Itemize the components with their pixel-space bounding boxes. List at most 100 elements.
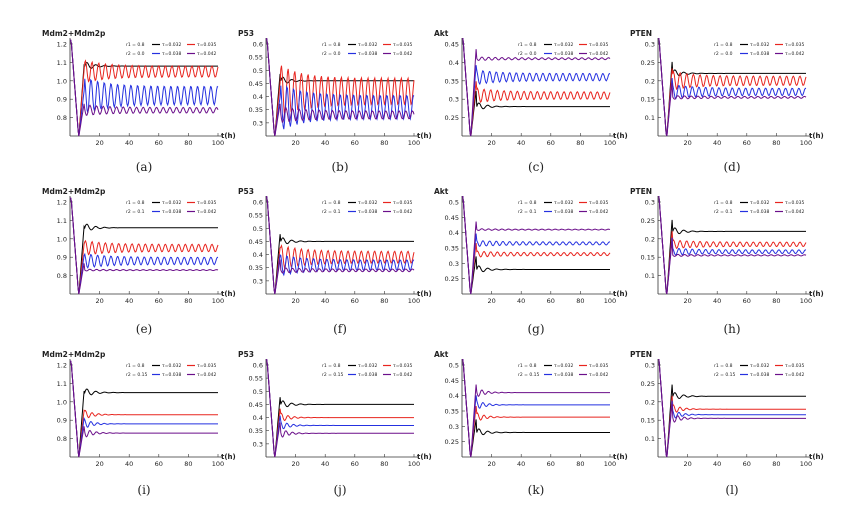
legend-r1: r1 = 0.8: [714, 42, 733, 48]
x-tick-label: 20: [487, 139, 495, 147]
y-axis-label: P53: [238, 187, 254, 196]
legend-entry: τ=0.035: [393, 363, 412, 369]
x-tick-label: 80: [772, 460, 780, 468]
x-axis-label: t(h): [613, 132, 628, 140]
series-line-4: [266, 38, 415, 136]
series-line-2: [658, 38, 807, 136]
legend-entry: τ=0.038: [162, 51, 181, 57]
chart-h: 0.1 0.15 0.2 0.25 0.3 20 40 60 80 100 PTEN t(h) r1 =…: [630, 187, 824, 305]
y-axis-label: PTEN: [630, 350, 652, 359]
y-axis-label: Akt: [434, 187, 449, 196]
y-tick-label: 0.8: [57, 272, 67, 280]
series-line-4: [462, 359, 610, 457]
legend-entry: τ=0.032: [554, 200, 573, 206]
panel-caption: (j): [333, 483, 347, 497]
legend-entry: τ=0.038: [162, 372, 181, 378]
y-axis-label: Akt: [434, 29, 449, 38]
legend-entry: τ=0.042: [197, 372, 216, 378]
series-line-2: [658, 359, 806, 457]
series-line-2: [70, 360, 218, 457]
series-line-2: [70, 197, 219, 294]
chart-e: 0.8 0.9 1.0 1.1 1.2 20 40 60 80 100 Mdm2+Mdm2p t(h)…: [42, 187, 236, 305]
series-line-2: [266, 359, 414, 457]
x-tick-label: 20: [487, 297, 495, 305]
y-tick-label: 0.25: [445, 275, 459, 283]
y-tick-label: 0.8: [57, 114, 67, 122]
y-tick-label: 1.0: [57, 235, 67, 243]
x-tick-label: 40: [517, 460, 525, 468]
y-axis-label: PTEN: [630, 187, 652, 196]
legend-entry: τ=0.038: [358, 372, 377, 378]
x-tick-label: 40: [321, 139, 329, 147]
y-tick-label: 0.25: [445, 114, 459, 122]
series-line-2: [462, 38, 611, 136]
y-tick-label: 0.25: [641, 217, 655, 225]
x-axis-label: t(h): [613, 453, 628, 461]
y-axis-label: Akt: [434, 350, 449, 359]
series-line-2: [658, 196, 807, 294]
legend-entry: τ=0.032: [162, 42, 181, 48]
panel-caption: (b): [331, 160, 349, 174]
series-line-4: [266, 359, 414, 457]
series-line-3: [266, 38, 415, 136]
x-tick-label: 40: [713, 139, 721, 147]
series-line-3: [70, 197, 219, 294]
x-axis-label: t(h): [809, 132, 824, 140]
x-tick-label: 20: [487, 460, 495, 468]
panel-caption: (i): [137, 483, 151, 497]
legend-entry: τ=0.035: [785, 363, 804, 369]
x-tick-label: 60: [155, 139, 163, 147]
y-tick-label: 0.8: [57, 435, 67, 443]
y-tick-label: 0.15: [641, 254, 655, 262]
y-tick-label: 0.25: [641, 59, 655, 67]
legend-r2: r2 = 0.1: [322, 209, 341, 215]
x-tick-label: 60: [351, 139, 359, 147]
y-tick-label: 0.35: [445, 245, 459, 253]
x-tick-label: 100: [604, 297, 616, 305]
legend-r1: r1 = 0.8: [714, 200, 733, 206]
panel-caption: (e): [135, 322, 153, 336]
legend-entry: τ=0.032: [750, 42, 769, 48]
x-tick-label: 60: [155, 297, 163, 305]
y-axis-label: P53: [238, 350, 254, 359]
x-tick-label: 40: [321, 460, 329, 468]
legend-entry: τ=0.032: [358, 42, 377, 48]
legend-entry: τ=0.035: [197, 363, 216, 369]
y-tick-label: 0.6: [253, 362, 263, 370]
panel-caption: (h): [723, 322, 741, 336]
legend-entry: τ=0.035: [589, 363, 608, 369]
x-tick-label: 60: [547, 297, 555, 305]
y-tick-label: 0.3: [645, 199, 655, 207]
legend-r2: r2 = 0.0: [518, 51, 537, 57]
y-tick-label: 0.5: [449, 362, 459, 370]
y-tick-label: 0.9: [57, 254, 67, 262]
series-line-1: [266, 359, 414, 457]
legend-r1: r1 = 0.8: [322, 363, 341, 369]
series-line-4: [70, 197, 219, 294]
x-tick-label: 100: [800, 297, 812, 305]
legend-entry: τ=0.038: [554, 209, 573, 215]
x-tick-label: 20: [95, 297, 103, 305]
legend-r1: r1 = 0.8: [126, 200, 145, 206]
y-tick-label: 0.1: [645, 114, 655, 122]
y-tick-label: 0.5: [253, 225, 263, 233]
y-tick-label: 0.3: [449, 260, 459, 268]
x-tick-label: 80: [380, 297, 388, 305]
legend-entry: τ=0.032: [162, 200, 181, 206]
chart-k: 0.25 0.3 0.35 0.4 0.45 0.5 20 40 60 80 100 Akt t(h) r…: [434, 350, 628, 468]
chart-a: 0.8 0.9 1.0 1.1 1.2 20 40 60 80 100 Mdm2+Mdm2p t(h)…: [42, 29, 236, 147]
y-tick-label: 0.3: [645, 362, 655, 370]
y-axis-label: Mdm2+Mdm2p: [42, 350, 106, 359]
legend-entry: τ=0.042: [197, 51, 216, 57]
y-tick-label: 0.5: [449, 199, 459, 207]
y-axis-label: Mdm2+Mdm2p: [42, 29, 106, 38]
y-tick-label: 0.4: [449, 229, 459, 237]
y-tick-label: 1.2: [57, 41, 67, 49]
series-line-1: [266, 196, 414, 294]
series-line-1: [70, 39, 218, 136]
x-tick-label: 60: [743, 297, 751, 305]
y-tick-label: 0.4: [253, 251, 263, 259]
legend-entry: τ=0.035: [393, 200, 412, 206]
x-tick-label: 40: [517, 297, 525, 305]
chart-g: 0.25 0.3 0.35 0.4 0.45 0.5 20 40 60 80 100 Akt t(h) r…: [434, 187, 628, 305]
